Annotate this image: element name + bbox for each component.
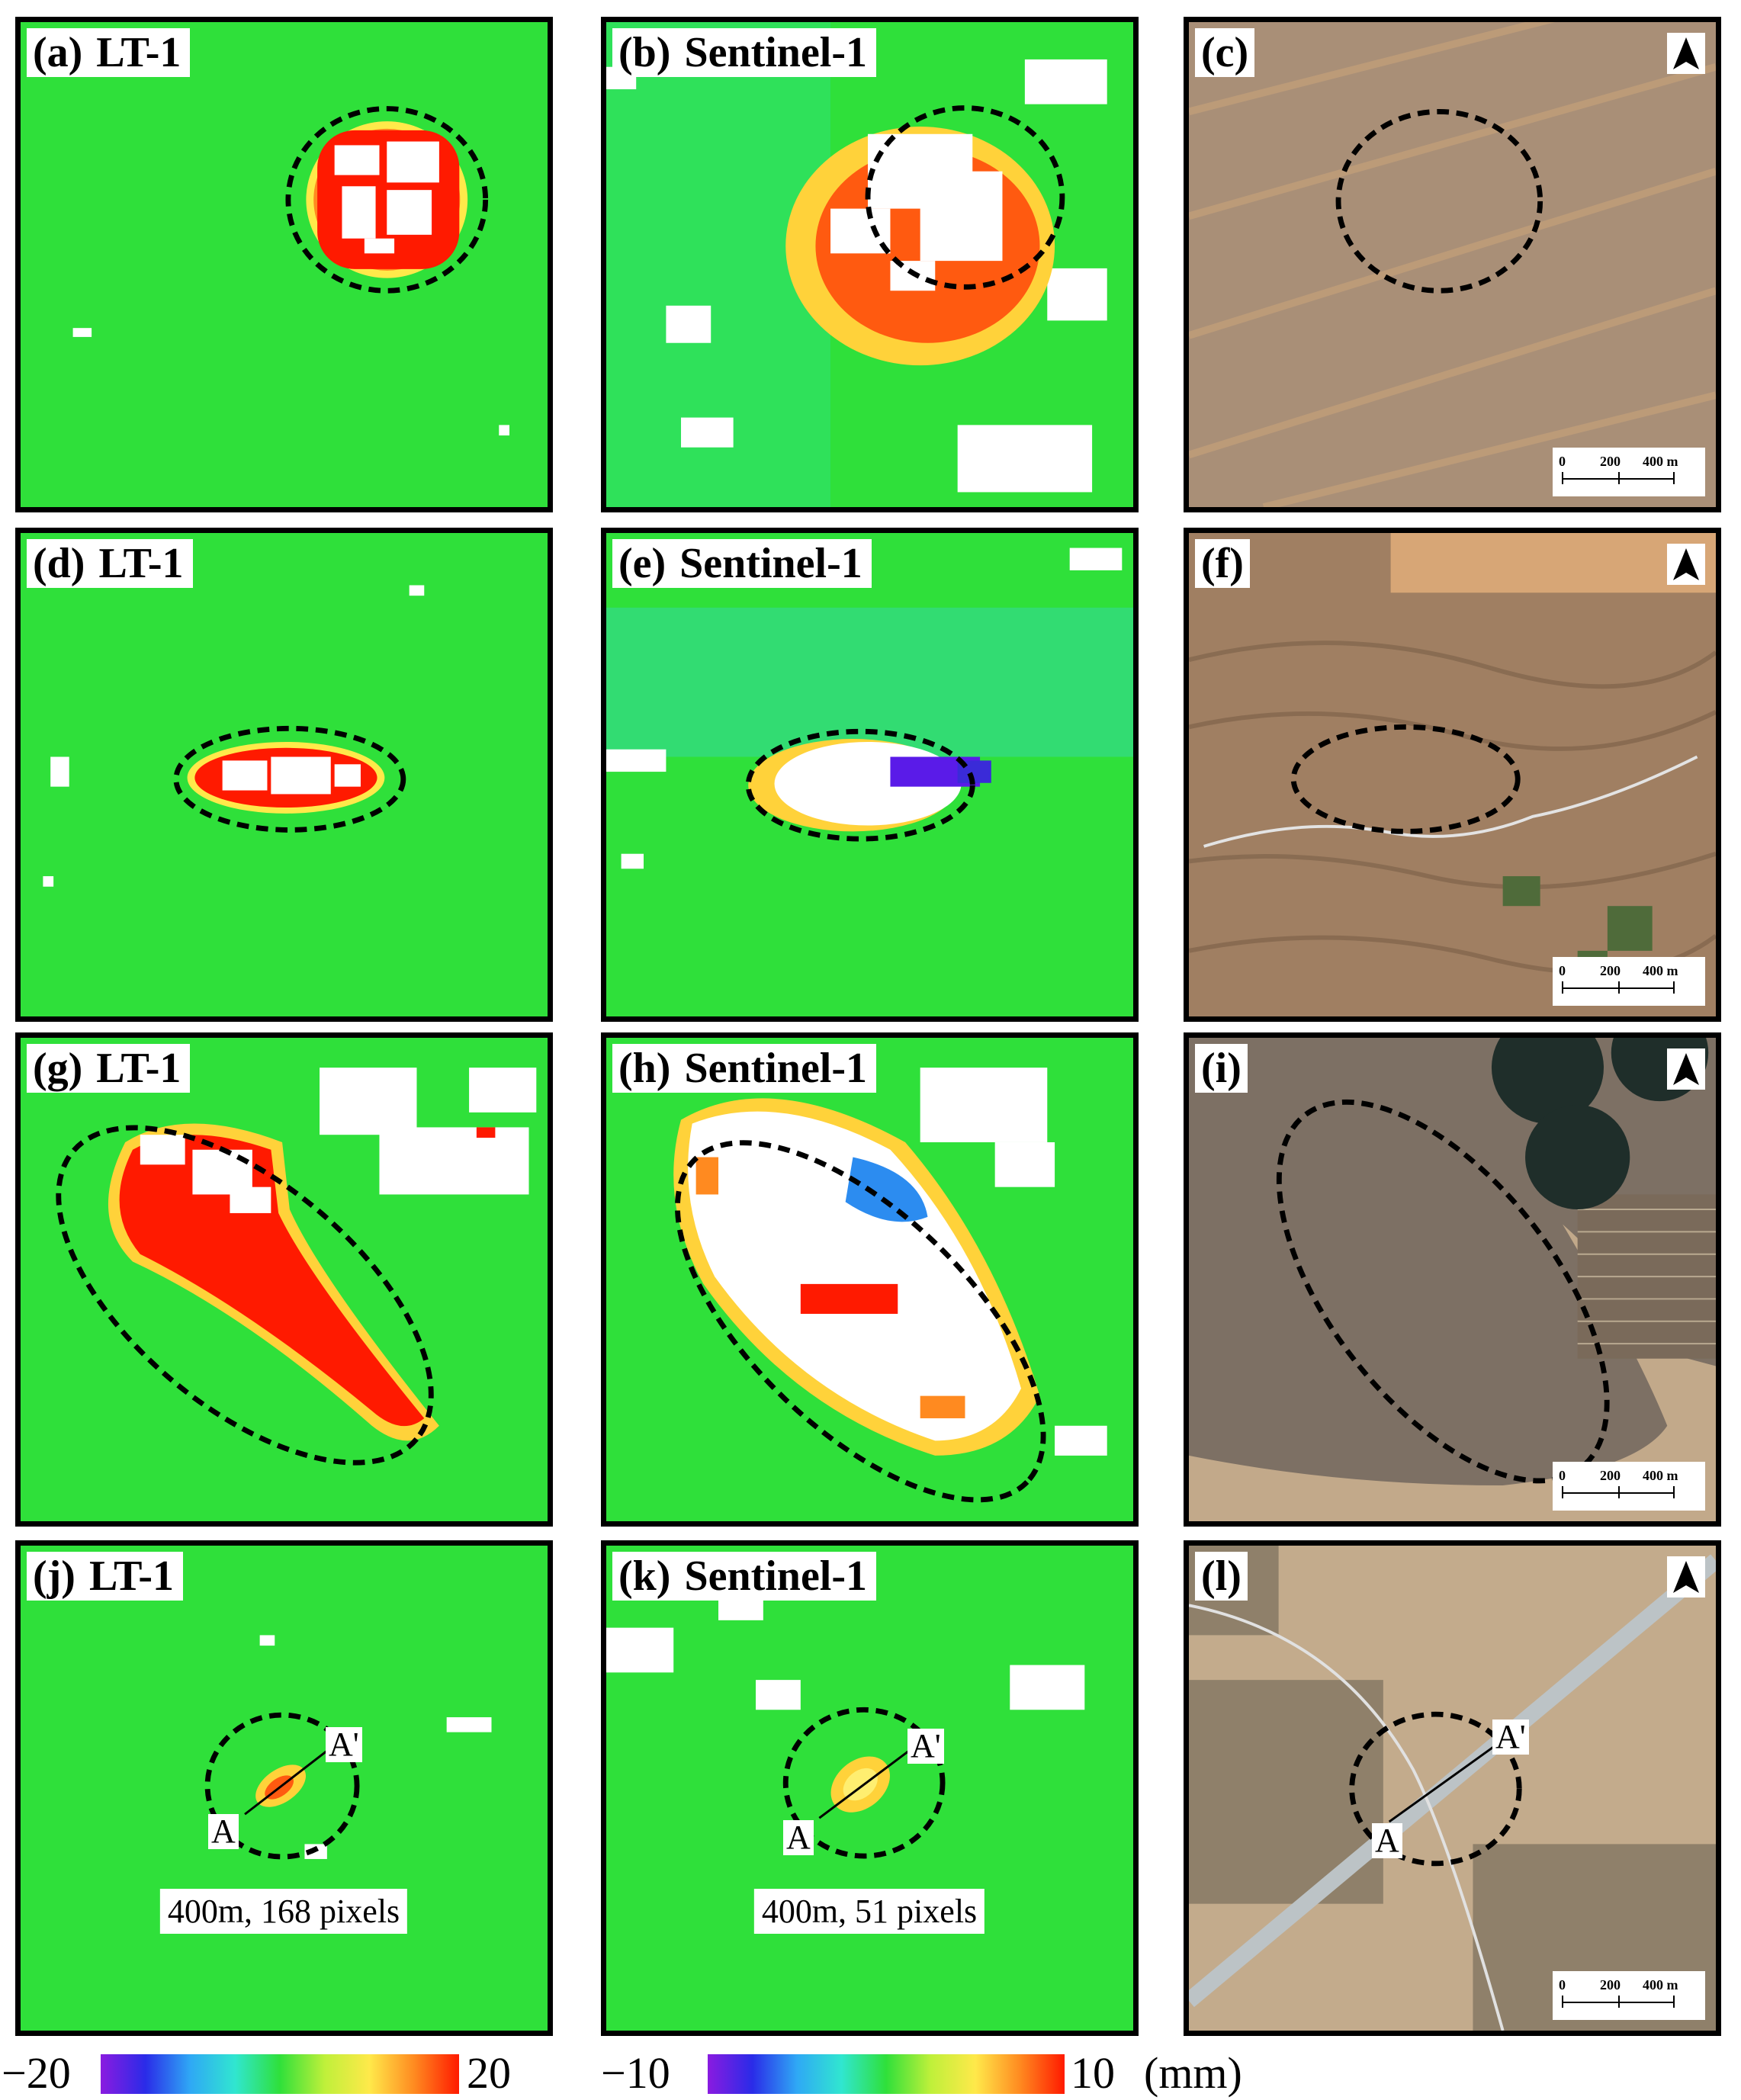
- deformation-map: [21, 1546, 548, 2031]
- panel-label: (h) Sentinel-1: [612, 1044, 877, 1093]
- scale-bar: 0 200 400 m: [1553, 957, 1705, 1006]
- deformation-map: [606, 22, 1133, 507]
- north-arrow-icon: [1667, 1556, 1705, 1597]
- colorbar-lt1-min: −20: [2, 2048, 71, 2098]
- panel-label: (b) Sentinel-1: [612, 28, 877, 77]
- profile-end-label: A': [907, 1728, 944, 1764]
- panel-c: (c) 0 200 400 m: [1184, 17, 1721, 512]
- colorbar-unit: (mm): [1144, 2048, 1242, 2098]
- deformation-map: [606, 1038, 1133, 1521]
- scale-bar: 0 200 400 m: [1553, 1971, 1705, 2020]
- satellite-image: [1189, 22, 1716, 507]
- panel-label: (g) LT-1: [27, 1044, 191, 1093]
- pixel-count-label: 400m, 51 pixels: [753, 1889, 985, 1934]
- scale-bar: 0 200 400 m: [1553, 1462, 1705, 1511]
- colorbar-sentinel1: [708, 2054, 1065, 2094]
- satellite-image: [1189, 533, 1716, 1016]
- north-arrow-icon: [1667, 33, 1705, 74]
- north-arrow-icon: [1667, 544, 1705, 585]
- colorbar-s1-max: 10: [1071, 2048, 1115, 2098]
- colorbar-lt1-max: 20: [467, 2048, 511, 2098]
- panel-label: (k) Sentinel-1: [612, 1552, 877, 1601]
- panel-label: (j) LT-1: [27, 1552, 184, 1601]
- deformation-map: [606, 533, 1133, 1016]
- panel-f: (f) 0 200 400 m: [1184, 528, 1721, 1022]
- panel-g: (g) LT-1: [15, 1032, 553, 1527]
- panel-k: (k) Sentinel-1 A A' 400m, 51 pixels: [601, 1540, 1139, 2036]
- panel-label: (c): [1195, 28, 1255, 77]
- panel-j: (j) LT-1 A A' 400m, 168 pixels: [15, 1540, 553, 2036]
- panel-d: (d) LT-1: [15, 528, 553, 1022]
- satellite-image: [1189, 1038, 1716, 1521]
- panel-label: (d) LT-1: [27, 539, 193, 588]
- panel-a: (a) LT-1: [15, 17, 553, 512]
- panel-label: (e) Sentinel-1: [612, 539, 872, 588]
- panel-h: (h) Sentinel-1: [601, 1032, 1139, 1527]
- profile-start-label: A: [1372, 1822, 1402, 1859]
- deformation-map: [606, 1546, 1133, 2031]
- colorbar-s1-min: −10: [601, 2048, 670, 2098]
- colorbar-lt1: [101, 2054, 459, 2094]
- panel-b: (b) Sentinel-1: [601, 17, 1139, 512]
- panel-label: (f): [1195, 539, 1250, 588]
- profile-start-label: A: [208, 1813, 239, 1850]
- deformation-map: [21, 533, 548, 1016]
- deformation-map: [21, 1038, 548, 1521]
- north-arrow-icon: [1667, 1048, 1705, 1090]
- pixel-count-label: 400m, 168 pixels: [159, 1889, 408, 1934]
- panel-label: (l): [1195, 1552, 1248, 1601]
- profile-start-label: A: [783, 1819, 814, 1856]
- profile-end-label: A': [326, 1726, 362, 1763]
- scale-bar: 0 200 400 m: [1553, 448, 1705, 496]
- panel-label: (i): [1195, 1044, 1248, 1093]
- profile-end-label: A': [1492, 1719, 1529, 1755]
- panel-l: (l) A A' 0 200 400 m: [1184, 1540, 1721, 2036]
- panel-label: (a) LT-1: [27, 28, 191, 77]
- panel-i: (i) 0 200 400 m: [1184, 1032, 1721, 1527]
- panel-e: (e) Sentinel-1: [601, 528, 1139, 1022]
- satellite-image: [1189, 1546, 1716, 2031]
- deformation-map: [21, 22, 548, 507]
